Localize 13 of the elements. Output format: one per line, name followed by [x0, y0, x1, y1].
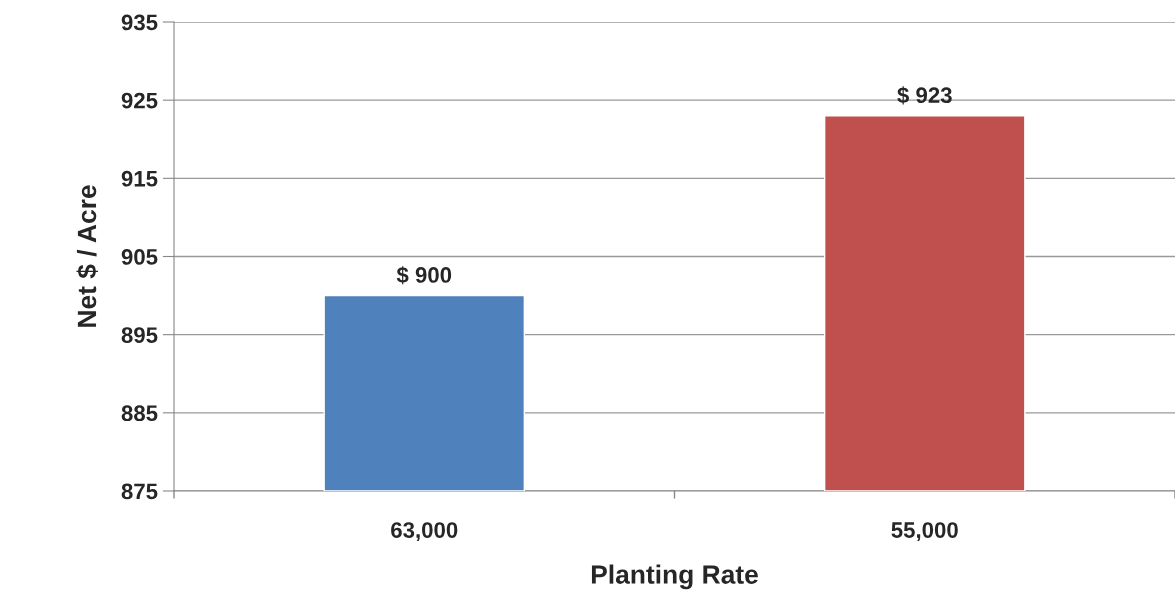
y-tick-label: 915 [121, 170, 158, 187]
y-tick-label: 905 [121, 249, 158, 265]
y-tick-label: 875 [121, 483, 158, 500]
data-label: $ 923 [897, 86, 952, 105]
y-tick-label: 895 [121, 327, 158, 343]
x-tick-label: 63,000 [391, 522, 458, 542]
x-tick-label: 55,000 [891, 522, 958, 542]
y-tick-label: 935 [121, 14, 158, 31]
y-tick-label: 925 [121, 92, 158, 109]
x-axis-title: Planting Rate [591, 564, 758, 590]
data-label: $ 900 [396, 266, 452, 285]
y-axis-title: Net $ / Acre [76, 185, 98, 327]
y-tick-label: 885 [121, 405, 158, 422]
